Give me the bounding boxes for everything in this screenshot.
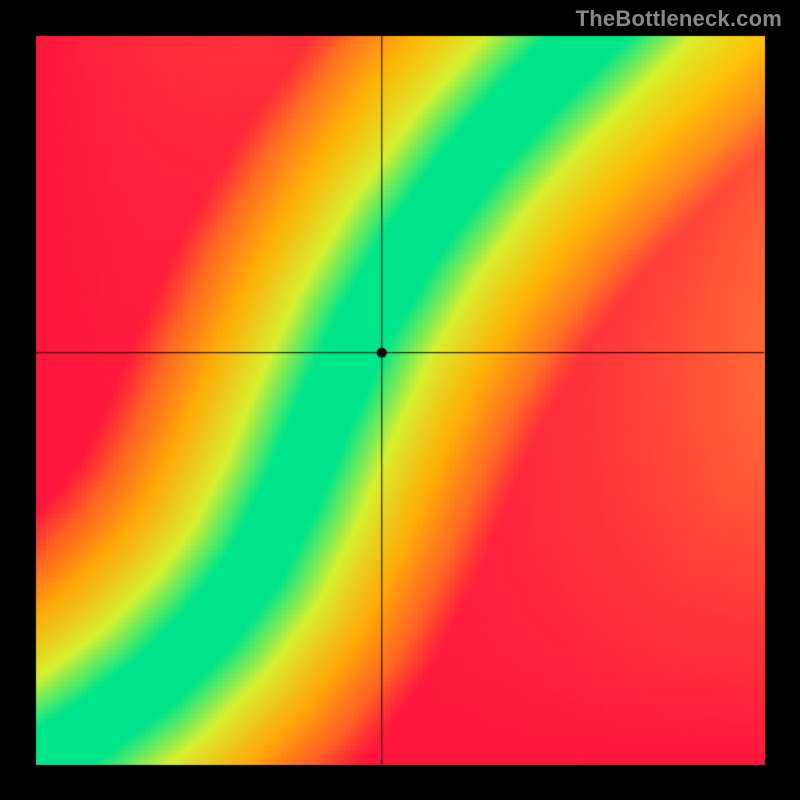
bottleneck-heatmap (0, 0, 800, 800)
watermark-text: TheBottleneck.com (576, 6, 782, 32)
chart-container: TheBottleneck.com (0, 0, 800, 800)
